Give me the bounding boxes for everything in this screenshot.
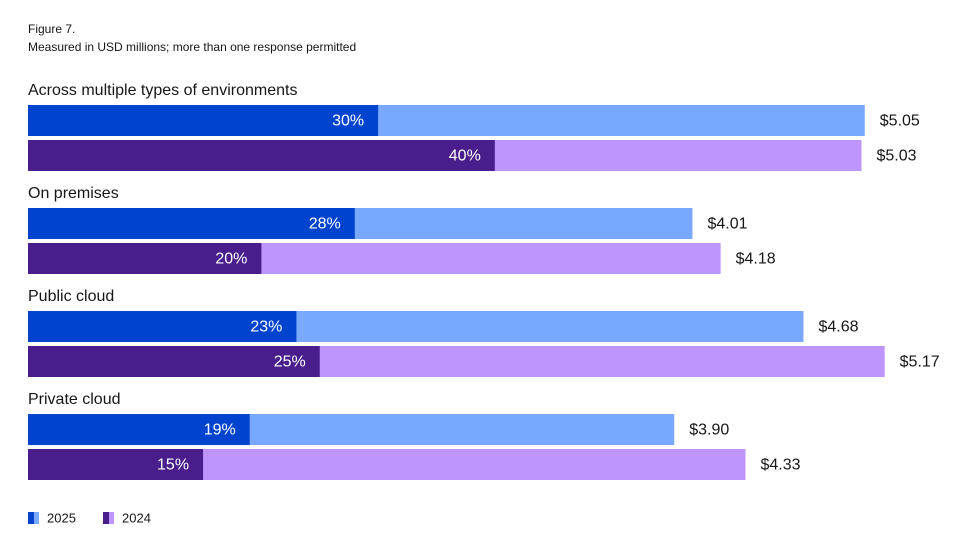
value-label: $4.68 <box>818 319 858 336</box>
share-bar <box>28 311 297 342</box>
legend-swatch <box>109 512 114 524</box>
chart-subtitle: Measured in USD millions; more than one … <box>28 40 356 54</box>
value-label: $5.03 <box>876 148 916 165</box>
share-label: 19% <box>204 422 236 439</box>
legend-swatch <box>28 512 34 524</box>
category-label: Across multiple types of environments <box>28 82 297 99</box>
share-label: 15% <box>157 457 189 474</box>
legend-label: 2024 <box>122 510 151 525</box>
share-bar <box>28 243 262 274</box>
value-label: $4.01 <box>707 216 747 233</box>
share-bar <box>28 449 204 480</box>
share-bar <box>28 414 250 445</box>
share-label: 23% <box>250 319 282 336</box>
share-label: 20% <box>215 251 247 268</box>
value-label: $5.17 <box>900 354 940 371</box>
value-label: $4.33 <box>760 457 800 474</box>
share-bar <box>28 346 320 377</box>
share-label: 30% <box>332 113 364 130</box>
category-label: Private cloud <box>28 391 121 408</box>
share-bar <box>28 208 355 239</box>
share-bar <box>28 105 379 136</box>
value-label: $3.90 <box>689 422 729 439</box>
value-label: $4.18 <box>736 251 776 268</box>
share-bar <box>28 140 495 171</box>
legend-label: 2025 <box>47 510 76 525</box>
share-label: 25% <box>274 354 306 371</box>
chart-title: Figure 7. <box>28 22 75 36</box>
category-label: On premises <box>28 185 119 202</box>
value-label: $5.05 <box>880 113 920 130</box>
legend-swatch <box>34 512 39 524</box>
category-label: Public cloud <box>28 288 114 305</box>
share-label: 28% <box>309 216 341 233</box>
share-label: 40% <box>449 148 481 165</box>
legend-swatch <box>103 512 109 524</box>
